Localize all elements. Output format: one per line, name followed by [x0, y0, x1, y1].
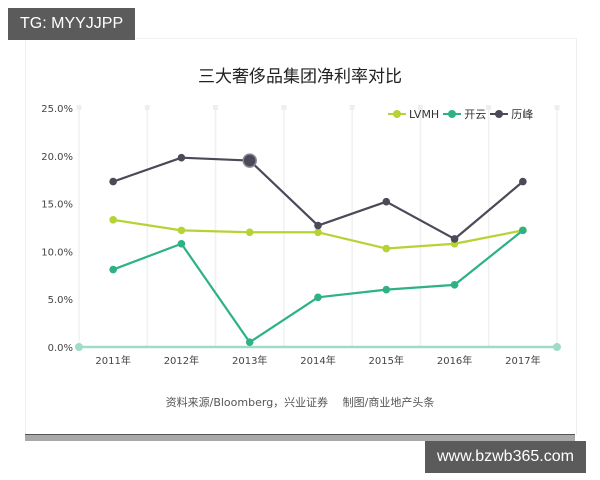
- grid-lines: [75, 105, 561, 351]
- svg-text:2014年: 2014年: [300, 354, 335, 367]
- svg-text:15.0%: 15.0%: [41, 200, 73, 211]
- svg-text:2016年: 2016年: [437, 354, 472, 367]
- svg-text:2012年: 2012年: [164, 354, 199, 367]
- svg-text:10.0%: 10.0%: [41, 247, 73, 258]
- legend-swatch-icon: [388, 110, 406, 118]
- svg-text:20.0%: 20.0%: [41, 152, 73, 163]
- x-axis: 2011年 2012年 2013年 2014年 2015年 2016年 2017年: [95, 354, 540, 367]
- svg-text:0.0%: 0.0%: [48, 343, 73, 354]
- svg-text:5.0%: 5.0%: [48, 295, 73, 306]
- chart-card: [25, 38, 577, 435]
- svg-text:2013年: 2013年: [232, 354, 267, 367]
- chart-title: 三大奢侈品集团净利率对比: [198, 67, 402, 87]
- svg-text:2015年: 2015年: [369, 354, 404, 367]
- card-bottom-bar: [25, 434, 575, 441]
- legend-item-richemont[interactable]: 历峰: [490, 106, 533, 122]
- series-lines: [109, 153, 527, 347]
- svg-text:2017年: 2017年: [505, 354, 540, 367]
- legend-item-lvmh[interactable]: LVMH: [388, 108, 439, 121]
- legend-swatch-icon: [443, 110, 462, 118]
- legend-item-kering[interactable]: 开云: [443, 106, 486, 122]
- y-axis: 0.0% 5.0% 10.0% 15.0% 20.0% 25.0%: [41, 104, 73, 354]
- legend-swatch-icon: [490, 110, 509, 118]
- source-note: 资料来源/Bloomberg，兴业证券 制图/商业地产头条: [165, 396, 435, 409]
- watermark-top-left: TG: MYYJJPP: [8, 8, 136, 40]
- svg-text:2011年: 2011年: [95, 354, 130, 367]
- legend: LVMH 开云 历峰: [388, 106, 537, 122]
- watermark-bottom-right: www.bzwb365.com: [425, 441, 586, 473]
- series-1: [109, 226, 527, 347]
- svg-text:25.0%: 25.0%: [41, 104, 73, 115]
